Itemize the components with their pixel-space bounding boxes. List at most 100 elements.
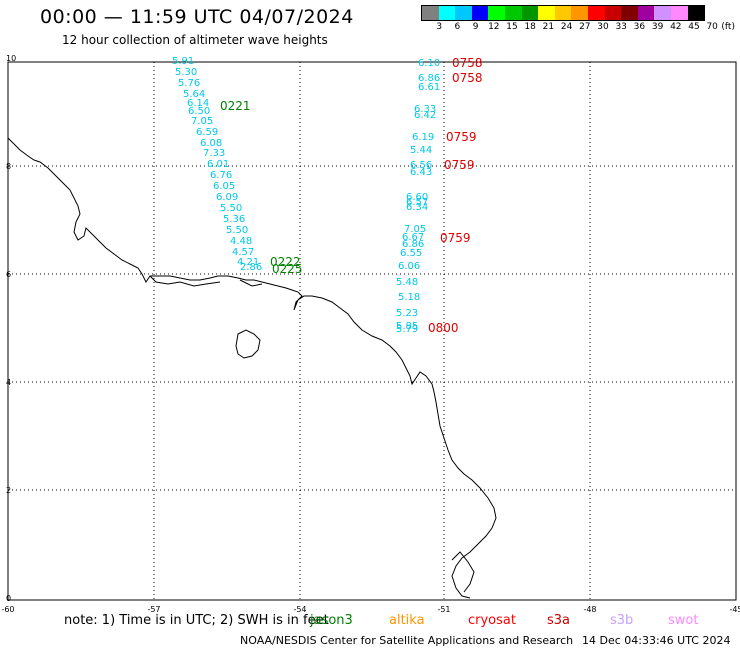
color-scale-label: 39 bbox=[651, 22, 664, 32]
wave-height-value: 5.64 bbox=[183, 89, 205, 100]
color-scale-labels: 3 6 9 12 15 18 21 24 27 30 33 36 39 42 45 70 (ft) bbox=[421, 21, 735, 33]
wave-height-value: 6.67 bbox=[402, 232, 424, 243]
color-scale-box bbox=[471, 6, 489, 20]
y-tick-label: 10 bbox=[6, 54, 16, 63]
color-scale-label: 70 bbox=[706, 22, 718, 32]
wave-height-value: 6.10 bbox=[418, 58, 440, 69]
color-scale-box bbox=[422, 6, 439, 20]
footer-timestamp: 14 Dec 04:33:46 UTC 2024 bbox=[582, 634, 731, 647]
pass-time-label: 0758 bbox=[452, 71, 483, 85]
wave-height-color-scale: 3 6 9 12 15 18 21 24 27 30 33 36 39 42 45 70 (ft) bbox=[421, 5, 735, 33]
wave-height-value: 5.18 bbox=[398, 292, 420, 303]
color-scale-boxes bbox=[421, 5, 706, 21]
y-tick-label: 6 bbox=[6, 270, 11, 279]
color-scale-box bbox=[621, 6, 638, 20]
color-scale-label: 42 bbox=[670, 22, 682, 32]
pass-time-label: 0759 bbox=[446, 130, 477, 144]
x-tick-label: -51 bbox=[437, 605, 450, 614]
color-scale-box bbox=[438, 6, 456, 20]
wave-height-value: 6.56 bbox=[410, 160, 432, 171]
wave-height-value: 5.36 bbox=[223, 214, 245, 225]
color-scale-label: 18 bbox=[524, 22, 536, 32]
wave-height-value: 7.05 bbox=[191, 116, 213, 127]
y-tick-label: 4 bbox=[6, 378, 11, 387]
wave-height-value: 7.05 bbox=[404, 224, 426, 235]
wave-height-value: 5.23 bbox=[396, 308, 418, 319]
wave-height-value: 6.42 bbox=[414, 110, 436, 121]
map-grid bbox=[7, 61, 737, 601]
island-marajo bbox=[235, 329, 261, 359]
wave-height-value: 6.86 bbox=[418, 73, 440, 84]
wave-height-value: 5.44 bbox=[410, 145, 432, 156]
x-tick-label: -45 bbox=[729, 605, 740, 614]
x-tick-label: -48 bbox=[583, 605, 596, 614]
x-tick-label: -54 bbox=[293, 605, 306, 614]
wave-height-value: 4.57 bbox=[232, 247, 254, 258]
pass-time-label: 0222 bbox=[270, 255, 301, 269]
color-scale-label: 45 bbox=[688, 22, 700, 32]
coastline-guyana-suriname bbox=[7, 137, 497, 599]
wave-height-value: 6.08 bbox=[200, 138, 222, 149]
color-scale-unit: (ft) bbox=[721, 22, 735, 32]
color-scale-label: 3 bbox=[436, 22, 443, 32]
wave-height-value: 6.43 bbox=[410, 167, 432, 178]
color-scale-box bbox=[587, 6, 605, 20]
color-scale-label: 6 bbox=[454, 22, 461, 32]
wave-height-value: 4.48 bbox=[230, 236, 252, 247]
wave-height-value: 6.01 bbox=[207, 159, 229, 170]
pass-time-label: 0221 bbox=[220, 99, 251, 113]
wave-height-value: 6.61 bbox=[418, 82, 440, 93]
color-scale-label: 21 bbox=[542, 22, 555, 32]
pass-time-label: 0225 bbox=[272, 262, 303, 276]
wave-height-value: 6.86 bbox=[402, 239, 424, 250]
color-scale-label: 27 bbox=[579, 22, 591, 32]
wave-height-value: 5.91 bbox=[172, 56, 194, 67]
axis-ticks: -60 -57 -54 -51 -48 -45 10 8 6 4 2 0 bbox=[1, 54, 740, 614]
wave-height-value: 6.33 bbox=[414, 104, 436, 115]
pass-time-label: 0800 bbox=[428, 321, 459, 335]
color-scale-label: 12 bbox=[488, 22, 500, 32]
wave-height-value: 6.55 bbox=[400, 248, 422, 259]
color-scale-label: 30 bbox=[597, 22, 609, 32]
wave-height-value: 5.76 bbox=[178, 78, 200, 89]
wave-height-value: 5.79 bbox=[396, 324, 418, 335]
wave-height-value: 6.34 bbox=[406, 202, 428, 213]
color-scale-label: 9 bbox=[472, 22, 479, 32]
color-scale-box bbox=[654, 6, 671, 20]
wave-height-value: 5.50 bbox=[220, 203, 242, 214]
page-subtitle: 12 hour collection of altimeter wave hei… bbox=[62, 33, 328, 47]
color-scale-label: 15 bbox=[506, 22, 518, 32]
x-tick-label: -60 bbox=[1, 605, 14, 614]
wave-height-value: 6.76 bbox=[210, 170, 232, 181]
map-frame bbox=[7, 61, 737, 601]
color-scale-label: 36 bbox=[633, 22, 646, 32]
satellite-legend-altika: altika bbox=[389, 613, 425, 628]
wave-height-value: 6.50 bbox=[188, 106, 210, 117]
wave-height-value: 6.59 bbox=[196, 127, 218, 138]
page-title: 00:00 — 11:59 UTC 04/07/2024 bbox=[40, 6, 354, 28]
color-scale-box bbox=[637, 6, 655, 20]
footer-organization: NOAA/NESDIS Center for Satellite Applica… bbox=[240, 634, 574, 647]
color-scale-box bbox=[455, 6, 472, 20]
wave-height-value: 2.86 bbox=[240, 262, 262, 273]
altimeter-passes: 5.915.305.765.646.146.507.056.596.087.33… bbox=[172, 56, 483, 335]
x-tick-label: -57 bbox=[147, 605, 160, 614]
amazon-delta-detail bbox=[451, 551, 475, 593]
color-scale-box bbox=[604, 6, 622, 20]
pass-time-label: 0759 bbox=[440, 231, 471, 245]
color-scale-box bbox=[554, 6, 572, 20]
color-scale-box bbox=[488, 6, 505, 20]
wave-height-value: 6.06 bbox=[398, 261, 420, 272]
wave-height-value: 6.14 bbox=[187, 98, 209, 109]
color-scale-label: 33 bbox=[615, 22, 627, 32]
y-tick-label: 0 bbox=[6, 594, 11, 603]
note-text: note: 1) Time is in UTC; 2) SWH is in fe… bbox=[64, 613, 329, 628]
color-scale-box bbox=[670, 6, 688, 20]
estuary-detail bbox=[149, 275, 263, 287]
pass-time-label: 0758 bbox=[452, 56, 483, 70]
satellite-legend-swot: swot bbox=[668, 613, 699, 628]
color-scale-label: 24 bbox=[560, 22, 573, 32]
wave-height-value: 6.09 bbox=[216, 192, 238, 203]
wave-height-value: 5.85 bbox=[396, 321, 418, 332]
